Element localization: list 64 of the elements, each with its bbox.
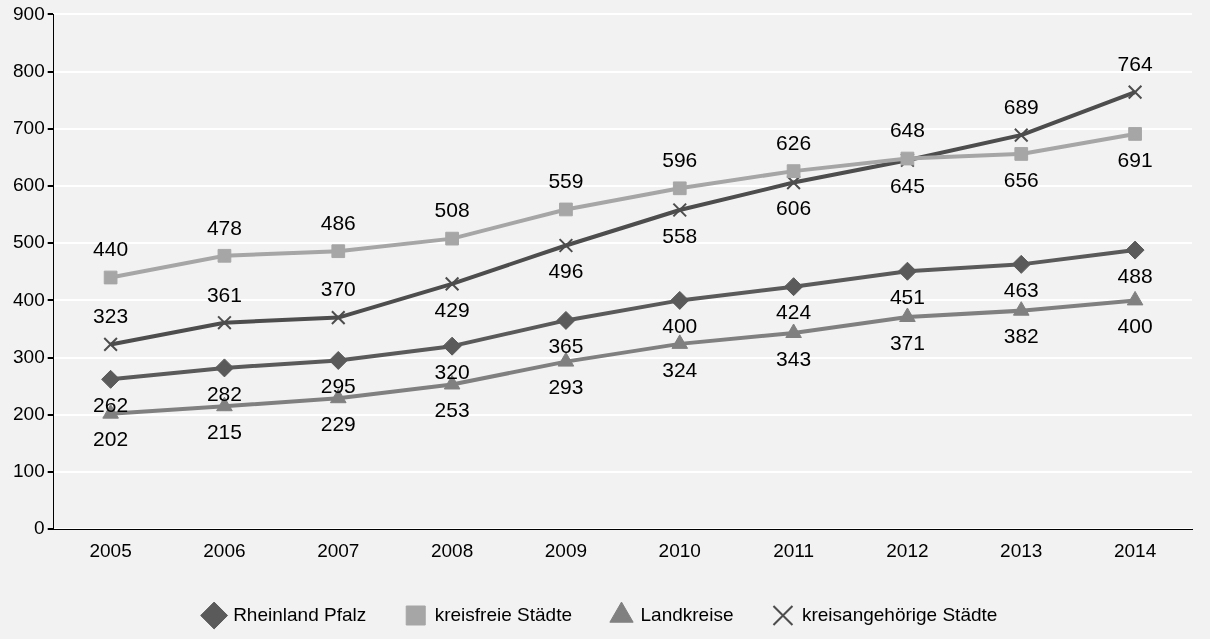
x-tick-label: 2006	[203, 539, 246, 561]
data-label: 596	[662, 148, 698, 172]
data-label: 229	[320, 412, 356, 436]
data-label: 689	[1003, 94, 1039, 118]
x-tick-label: 2014	[1113, 539, 1157, 561]
x-tick-label: 2008	[430, 539, 474, 561]
data-label: 648	[889, 118, 925, 142]
y-tick-label: 700	[13, 117, 45, 139]
y-tick-label: 300	[13, 345, 45, 367]
data-label: 343	[776, 346, 812, 370]
data-label: 293	[548, 375, 584, 399]
y-tick-label: 400	[13, 288, 45, 310]
data-label: 488	[1117, 263, 1153, 287]
data-label: 691	[1117, 147, 1153, 171]
data-label: 429	[434, 297, 470, 321]
data-label: 370	[320, 277, 356, 301]
y-tick-label: 800	[13, 59, 45, 81]
x-tick-label: 2011	[773, 539, 815, 561]
data-label: 215	[206, 420, 242, 444]
data-label: 323	[93, 304, 129, 328]
data-label: 626	[776, 130, 812, 154]
x-tick-label: 2013	[1000, 539, 1043, 561]
x-tick-label: 2009	[544, 539, 588, 561]
x-tick-label: 2005	[89, 539, 132, 561]
legend-label: Rheinland Pfalz	[233, 603, 367, 625]
y-tick-label: 0	[34, 517, 45, 539]
data-label: 645	[889, 174, 925, 198]
y-tick-label: 500	[13, 231, 45, 253]
data-label: 371	[889, 330, 925, 354]
data-label: 486	[320, 211, 356, 234]
y-tick-label: 600	[13, 174, 45, 196]
data-label: 764	[1117, 51, 1153, 75]
data-label: 656	[1003, 167, 1039, 191]
data-label: 320	[434, 359, 470, 383]
legend-label: kreisangehörige Städte	[801, 603, 998, 625]
legend-label: Landkreise	[640, 603, 734, 625]
y-tick-label: 100	[13, 460, 45, 482]
x-tick-label: 2007	[317, 539, 360, 561]
data-label: 282	[206, 381, 242, 405]
data-label: 295	[320, 374, 356, 398]
data-label: 382	[1003, 324, 1039, 348]
x-tick-label: 2010	[658, 539, 701, 561]
data-label: 400	[1117, 314, 1153, 338]
y-tick-label: 200	[13, 403, 45, 425]
data-label: 202	[93, 427, 129, 451]
y-tick-label: 900	[13, 2, 45, 24]
data-label: 365	[548, 334, 584, 358]
data-label: 606	[776, 196, 812, 220]
data-label: 451	[889, 285, 925, 309]
data-label: 440	[93, 237, 129, 261]
data-label: 400	[662, 314, 698, 338]
data-label: 496	[548, 259, 584, 283]
data-label: 253	[434, 398, 470, 422]
data-label: 361	[206, 282, 242, 306]
data-label: 463	[1003, 278, 1039, 302]
data-label: 262	[93, 393, 129, 417]
legend-label: kreisfreie Städte	[434, 603, 573, 625]
data-label: 558	[662, 223, 698, 247]
x-tick-label: 2012	[886, 539, 929, 561]
data-label: 559	[548, 169, 584, 193]
data-label: 424	[776, 300, 812, 324]
data-label: 324	[662, 357, 698, 381]
data-label: 508	[434, 198, 470, 222]
data-label: 478	[206, 215, 242, 239]
